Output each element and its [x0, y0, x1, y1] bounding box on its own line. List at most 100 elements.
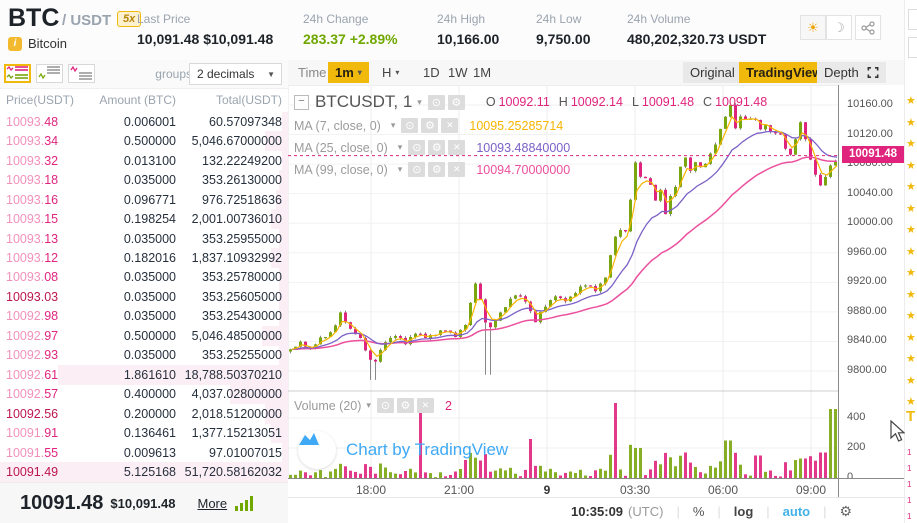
depth-bar — [279, 287, 288, 307]
close-icon[interactable] — [448, 162, 466, 177]
close-icon[interactable] — [441, 118, 459, 133]
time-axis[interactable]: 18:00 21:00 9 03:30 06:00 09:00 — [288, 478, 838, 498]
gear-icon[interactable] — [396, 398, 414, 413]
orderbook-row[interactable]: 10092.56 0.200000 2,018.51200000 — [0, 404, 288, 424]
orderbook-row[interactable]: 10092.61 1.861610 18,788.50370210 — [0, 365, 288, 385]
decimals-select[interactable]: 2 decimals ▼ — [189, 63, 282, 85]
favorite-star-icon[interactable]: ★ — [906, 245, 916, 258]
ask-amount: 0.400000 — [123, 387, 176, 402]
timezone-label[interactable]: (UTC) — [628, 503, 664, 519]
orderbook-row[interactable]: 10092.98 0.035000 353.25430000 — [0, 306, 288, 327]
chart-settings-gear-icon[interactable] — [840, 503, 853, 520]
high-value: 10092.14 — [570, 95, 623, 109]
gear-icon[interactable] — [428, 162, 446, 177]
close-icon[interactable] — [448, 140, 466, 155]
percent-scale-toggle[interactable]: % — [692, 503, 705, 519]
orderbook-row[interactable]: 10092.57 0.400000 4,037.02800000 — [0, 384, 288, 405]
depth-bar — [230, 384, 288, 405]
eye-icon[interactable] — [427, 94, 445, 110]
more-link[interactable]: More — [197, 496, 228, 511]
favorite-star-icon[interactable]: ★ — [906, 353, 916, 365]
search-input-partial[interactable] — [908, 9, 917, 30]
interval-1m-button[interactable]: 1m ▾ — [328, 62, 369, 83]
leverage-badge[interactable]: 5x — [117, 11, 142, 27]
filter-input-partial[interactable] — [908, 37, 917, 58]
chevron-down-icon[interactable]: ▾ — [417, 96, 422, 107]
favorite-star-icon[interactable]: ★ — [906, 310, 916, 322]
favorite-star-icon[interactable]: ★ — [906, 224, 916, 236]
favorite-star-icon[interactable]: ★ — [906, 138, 916, 150]
orderbook-row[interactable]: 10092.97 0.500000 5,046.48500000 — [0, 326, 288, 346]
eye-icon[interactable] — [408, 162, 426, 177]
price-axis[interactable]: 10160.00 10120.00 10080.00 10040.00 10000.00… — [838, 85, 906, 483]
orderbook-row[interactable]: 10093.18 0.035000 353.26130000 — [0, 170, 288, 190]
low-value: 10091.48 — [641, 95, 695, 109]
depth-bars-icon[interactable] — [235, 496, 254, 511]
orderbook-row[interactable]: 10091.55 0.009613 97.01007015 — [0, 442, 288, 463]
eye-icon[interactable] — [376, 398, 394, 413]
ma99-value: 10094.70000000 — [476, 162, 571, 177]
favorite-star-icon[interactable]: ★ — [906, 288, 916, 301]
share-icon[interactable] — [855, 15, 881, 40]
book-view-bids-icon[interactable] — [36, 64, 63, 83]
orderbook-row[interactable]: 10093.13 0.035000 353.25955000 — [0, 228, 288, 249]
favorite-star-icon[interactable]: ★ — [906, 95, 916, 107]
book-view-both-icon[interactable] — [4, 64, 31, 83]
favorite-star-icon[interactable]: ★ — [906, 331, 916, 344]
favorite-star-icon[interactable]: ★ — [906, 267, 916, 279]
chevron-down-icon[interactable]: ▾ — [366, 400, 371, 410]
dark-theme-icon[interactable] — [826, 15, 852, 40]
favorite-star-icon[interactable]: ★ — [906, 202, 916, 215]
book-view-asks-icon[interactable] — [68, 64, 95, 83]
stat-24h-change: 24h Change 283.37 +2.89% — [303, 12, 398, 47]
eye-icon[interactable] — [401, 118, 419, 133]
interval-1d-button[interactable]: 1D — [423, 65, 440, 80]
orderbook-row[interactable]: 10093.32 0.013100 132.22249200 — [0, 150, 288, 171]
gear-icon[interactable] — [447, 94, 465, 110]
interval-1mo-button[interactable]: 1M — [473, 65, 492, 80]
collapse-legend-icon[interactable] — [294, 94, 309, 110]
depth-bar — [279, 170, 288, 190]
orderbook-row[interactable]: 10093.34 0.500000 5,046.67000000 — [0, 131, 288, 151]
favorite-star-icon[interactable]: ★ — [906, 159, 916, 172]
info-icon[interactable]: i — [8, 36, 22, 51]
chevron-down-icon[interactable]: ▾ — [397, 142, 403, 152]
orderbook-row[interactable]: 10093.16 0.096771 976.72518636 — [0, 189, 288, 210]
stat-value: 9,750.00 — [536, 31, 591, 47]
favorite-star-icon[interactable]: ★ — [906, 396, 916, 408]
auto-scale-toggle[interactable]: auto — [782, 503, 811, 519]
tradingview-chart-button[interactable]: TradingView — [739, 62, 830, 83]
orderbook-row[interactable]: 10093.15 0.198254 2,001.00736010 — [0, 209, 288, 229]
gear-icon[interactable] — [421, 118, 439, 133]
interval-1w-button[interactable]: 1W — [448, 65, 468, 80]
original-chart-button[interactable]: Original — [683, 62, 742, 83]
log-scale-toggle[interactable]: log — [733, 503, 754, 519]
chevron-down-icon[interactable]: ▾ — [397, 164, 403, 174]
ask-total: 132.22249200 — [202, 153, 282, 168]
chevron-down-icon[interactable]: ▾ — [390, 120, 396, 130]
orderbook-row[interactable]: 10092.93 0.035000 353.25255000 — [0, 345, 288, 366]
volume-tick: 0 — [847, 471, 854, 483]
fullscreen-icon[interactable] — [864, 62, 886, 83]
time-tick: 06:00 — [707, 483, 739, 497]
eye-icon[interactable] — [408, 140, 426, 155]
depth-bar — [270, 248, 288, 268]
tradingview-watermark[interactable]: Chart by TradingView — [298, 431, 508, 469]
depth-chart-button[interactable]: Depth — [817, 62, 866, 83]
clock-time[interactable]: 10:35:09 — [571, 503, 624, 519]
gear-icon[interactable] — [428, 140, 446, 155]
price-tick: 9920.00 — [847, 275, 887, 288]
favorite-star-icon[interactable]: ★ — [906, 116, 916, 129]
close-icon[interactable] — [416, 398, 434, 413]
favorite-star-icon[interactable]: ★ — [906, 374, 916, 387]
favorite-star-icon[interactable]: ★ — [906, 181, 916, 193]
orderbook-row[interactable]: 10091.91 0.136461 1,377.15213051 — [0, 423, 288, 443]
orderbook-row[interactable]: 10093.03 0.035000 353.25605000 — [0, 287, 288, 307]
orderbook-row[interactable]: 10093.12 0.182016 1,837.10932992 — [0, 248, 288, 268]
orderbook-row[interactable]: 10091.49 5.125168 51,720.58162032 — [0, 462, 288, 482]
orderbook-row[interactable]: 10093.48 0.006001 60.57097348 — [0, 112, 288, 132]
light-theme-icon[interactable] — [800, 15, 826, 40]
orderbook-row[interactable]: 10093.08 0.035000 353.25780000 — [0, 267, 288, 288]
interval-hour-button[interactable]: H ▾ — [382, 65, 400, 80]
